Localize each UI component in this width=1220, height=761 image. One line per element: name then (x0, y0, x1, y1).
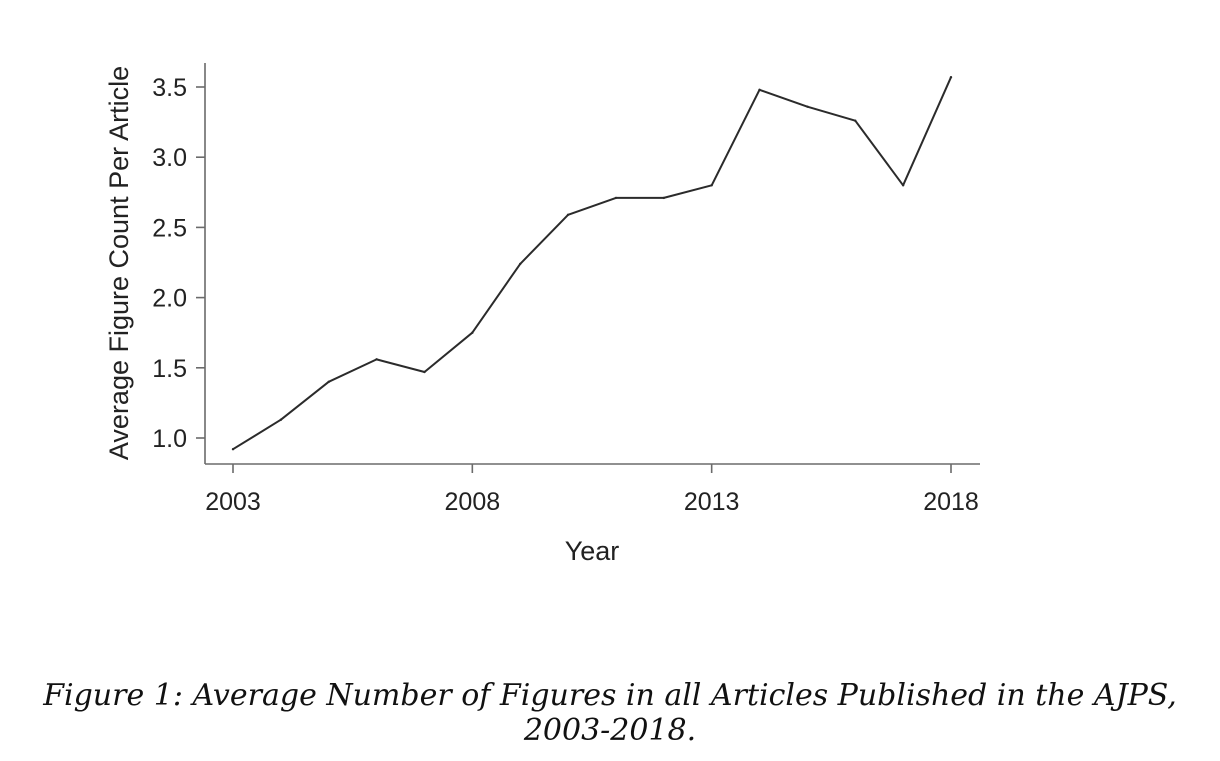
data-point (423, 370, 426, 374)
data-point (614, 196, 618, 200)
data-point (710, 184, 713, 187)
data-point (375, 358, 378, 361)
x-axis-title: Year (565, 536, 620, 566)
chart-axes (204, 63, 980, 465)
data-point (949, 75, 953, 79)
x-tick-label: 2008 (445, 488, 501, 516)
data-point (471, 331, 474, 334)
data-point (901, 184, 905, 187)
x-tick-label: 2003 (205, 488, 261, 516)
series-line (232, 76, 952, 451)
data-point (279, 418, 283, 421)
data-point (231, 448, 235, 451)
data-point (758, 88, 761, 92)
data-point (519, 262, 522, 266)
data-point (806, 105, 809, 108)
figure-caption: Figure 1: Average Number of Figures in a… (43, 678, 1177, 748)
y-tick-label: 2.0 (152, 285, 187, 313)
x-tick-label: 2018 (923, 488, 979, 516)
y-tick-label: 1.5 (152, 355, 187, 383)
y-tick-label: 3.5 (152, 74, 187, 102)
data-point (662, 196, 665, 200)
data-point (327, 380, 330, 384)
data-point (854, 119, 857, 122)
chart-ticks: 1.0 1.5 2.0 2.5 3.0 3.5 2003 2008 2013 2018 (152, 74, 979, 516)
y-tick-label: 2.5 (152, 214, 187, 242)
data-point (566, 213, 570, 216)
y-tick-label: 1.0 (152, 425, 187, 453)
y-axis-title: Average Figure Count Per Article (104, 66, 134, 460)
chart-series (231, 75, 953, 451)
y-tick-label: 3.0 (152, 144, 187, 172)
x-tick-label: 2013 (684, 488, 740, 516)
